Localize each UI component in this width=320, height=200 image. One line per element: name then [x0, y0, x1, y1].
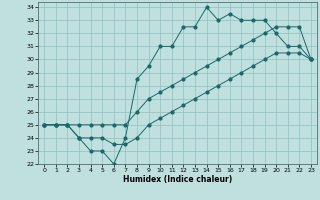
X-axis label: Humidex (Indice chaleur): Humidex (Indice chaleur)	[123, 175, 232, 184]
